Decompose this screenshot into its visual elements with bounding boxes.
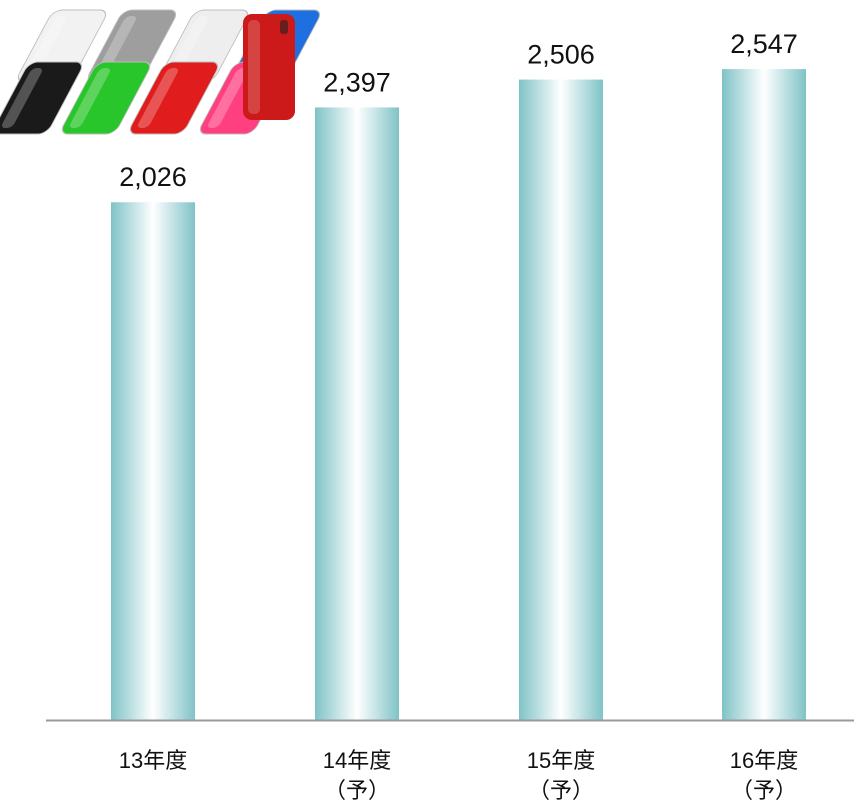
category-label-4-line-2: （予） bbox=[731, 778, 797, 803]
category-label-2-line-1: 14年度 bbox=[323, 748, 391, 773]
bar-4 bbox=[722, 69, 806, 721]
featured-phone-case bbox=[243, 14, 295, 120]
category-label-3-line-2: （予） bbox=[528, 778, 594, 803]
value-label-3: 2,506 bbox=[527, 40, 595, 70]
category-label-2-line-2: （予） bbox=[324, 778, 390, 803]
labels: 2,026 13年度 2,397 14年度 （予） 2,506 15年度 （予） 2,547 16… bbox=[119, 29, 798, 803]
phone-case-6 bbox=[61, 61, 151, 135]
value-label-2: 2,397 bbox=[323, 67, 391, 97]
phone-case-7 bbox=[129, 61, 219, 135]
value-label-4: 2,547 bbox=[730, 29, 798, 59]
category-label-3-line-1: 15年度 bbox=[527, 748, 595, 773]
bar-3 bbox=[519, 79, 603, 721]
bar-1 bbox=[111, 202, 195, 720]
value-label-1: 2,026 bbox=[119, 162, 187, 192]
category-label-4-line-1: 16年度 bbox=[730, 748, 798, 773]
phone-case-5 bbox=[0, 61, 83, 135]
category-label-1-line-1: 13年度 bbox=[119, 748, 187, 773]
phone-cases-image bbox=[0, 9, 321, 135]
bar-2 bbox=[315, 107, 399, 720]
bars bbox=[111, 69, 806, 721]
